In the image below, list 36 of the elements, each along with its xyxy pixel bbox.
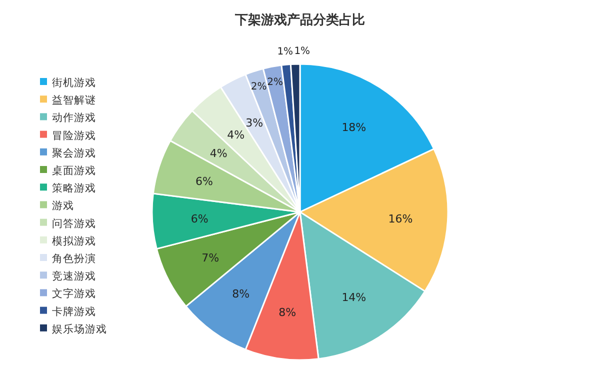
data-label: 2% — [267, 77, 283, 88]
legend-label: 动作游戏 — [52, 111, 96, 124]
legend-label: 游戏 — [52, 199, 74, 212]
legend-label: 聚会游戏 — [52, 146, 96, 160]
legend-label: 角色扮演 — [52, 252, 96, 265]
data-label: 18% — [342, 121, 366, 134]
legend-label: 策略游戏 — [52, 182, 96, 195]
data-label: 4% — [227, 128, 245, 142]
data-label: 6% — [196, 174, 214, 188]
data-label: 8% — [278, 306, 296, 319]
data-label: 1% — [277, 46, 294, 58]
legend-label: 娱乐场游戏 — [52, 322, 107, 336]
legend-label: 桌面游戏 — [52, 164, 96, 177]
legend-label: 卡牌游戏 — [52, 304, 96, 318]
data-label: 7% — [202, 252, 220, 265]
legend-label: 模拟游戏 — [52, 234, 96, 248]
pie-slice — [290, 63, 301, 213]
data-label: 3% — [246, 116, 264, 130]
data-label: 6% — [190, 212, 208, 226]
pie-slice — [299, 211, 426, 360]
data-label: 4% — [210, 146, 228, 160]
legend-label: 竞速游戏 — [52, 270, 96, 283]
data-label: 16% — [388, 212, 413, 226]
data-label: 8% — [232, 287, 250, 300]
data-label: 2% — [250, 81, 267, 92]
legend-label: 冒险游戏 — [52, 128, 96, 142]
data-label: 1% — [294, 46, 310, 58]
legend-label: 问答游戏 — [52, 216, 96, 230]
legend-label: 文字游戏 — [52, 287, 96, 300]
chart-title: 下架游戏产品分类占比 — [234, 12, 365, 28]
pie-slice — [299, 148, 448, 292]
legend-label: 益智解谜 — [52, 94, 96, 107]
legend-label: 街机游戏 — [52, 76, 96, 89]
pie-slice — [156, 211, 301, 308]
pie-slice — [299, 63, 435, 213]
data-label: 14% — [342, 290, 366, 304]
